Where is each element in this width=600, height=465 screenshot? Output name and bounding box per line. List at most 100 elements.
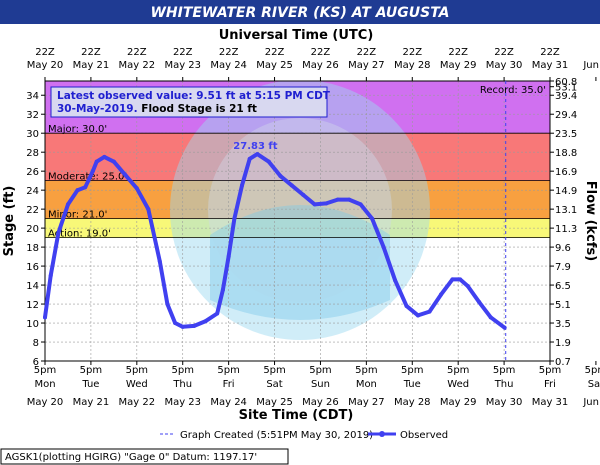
- flow-tick-label: 6.5: [555, 281, 571, 292]
- utc-tick-date: May 21: [73, 60, 110, 71]
- observed-point: [247, 156, 252, 161]
- site-tick-date: May 28: [394, 397, 431, 408]
- utc-tick-hour: 22Z: [265, 47, 285, 58]
- observed-point: [404, 303, 409, 308]
- site-tick-day: Thu: [494, 379, 514, 390]
- observed-point: [255, 152, 260, 157]
- observed-point: [94, 159, 99, 164]
- observed-point: [232, 216, 237, 221]
- flow-tick-label: 23.5: [555, 129, 577, 140]
- legend-observed-label: Observed: [400, 430, 448, 441]
- utc-tick-hour: 22Z: [81, 47, 101, 58]
- utc-tick-hour: 22Z: [402, 47, 422, 58]
- legend: Graph Created (5:51PM May 30, 2019) Obse…: [160, 430, 448, 441]
- observed-point: [192, 323, 197, 328]
- observed-point: [240, 183, 245, 188]
- stage-tick-label: 28: [26, 148, 39, 159]
- chart-title: WHITEWATER RIVER (KS) AT AUGUSTA: [150, 5, 449, 21]
- top-axis-title: Universal Time (UTC): [219, 28, 374, 43]
- utc-tick-hour: 22Z: [311, 47, 331, 58]
- observed-point: [111, 159, 116, 164]
- observed-point: [324, 201, 329, 206]
- observed-point: [488, 315, 493, 320]
- site-tick-time: 5pm: [585, 365, 600, 376]
- observed-point: [278, 173, 283, 178]
- site-tick-time: 5pm: [401, 365, 423, 376]
- site-tick-time: 5pm: [217, 365, 239, 376]
- site-tick-date: Jun 1: [582, 397, 600, 408]
- stage-tick-label: 26: [26, 167, 39, 178]
- site-tick-day: Wed: [447, 379, 469, 390]
- latest-date: 30-May-2019.: [57, 103, 138, 115]
- utc-tick-date: May 24: [210, 60, 247, 71]
- observed-point: [450, 277, 455, 282]
- site-tick-day: Fri: [223, 379, 235, 390]
- band-label: Major: 30.0': [48, 124, 107, 135]
- legend-observed-marker: [379, 431, 385, 437]
- observed-point: [427, 309, 432, 314]
- observed-point: [416, 313, 421, 318]
- flow-tick-label: 29.4: [555, 110, 577, 121]
- record-label: Record: 35.0': [480, 85, 546, 96]
- stage-tick-label: 14: [26, 281, 39, 292]
- utc-tick-date: May 20: [27, 60, 64, 71]
- footer-datum: AGSK1(plotting HGIRG) "Gage 0" Datum: 11…: [5, 452, 257, 463]
- site-tick-day: Fri: [544, 379, 556, 390]
- latest-value-text: Latest observed value: 9.51 ft at 5:15 P…: [57, 90, 331, 102]
- band-label: Minor: 21.0': [48, 210, 107, 221]
- site-tick-day: Tue: [403, 379, 421, 390]
- flow-tick-label: 0.7: [555, 357, 571, 368]
- site-tick-date: May 26: [302, 397, 339, 408]
- latest-observation-box: Latest observed value: 9.51 ft at 5:15 P…: [50, 86, 331, 118]
- utc-tick-date: May 23: [164, 60, 201, 71]
- utc-tick-date: May 25: [256, 60, 293, 71]
- site-tick-day: Sat: [266, 379, 282, 390]
- utc-tick-hour: 22Z: [494, 47, 514, 58]
- stage-tick-label: 32: [26, 110, 39, 121]
- site-tick-date: May 27: [348, 397, 385, 408]
- observed-point: [83, 185, 88, 190]
- site-tick-day: Mon: [34, 379, 55, 390]
- observed-point: [438, 292, 443, 297]
- flow-tick-label: 5.1: [555, 300, 571, 311]
- utc-tick-date: May 31: [532, 60, 569, 71]
- observed-point: [157, 259, 162, 264]
- site-tick-date: May 31: [532, 397, 569, 408]
- stage-tick-label: 8: [33, 338, 39, 349]
- observed-point: [48, 273, 53, 278]
- noaa-watermark: [170, 81, 430, 340]
- observed-point: [458, 277, 463, 282]
- utc-tick-hour: 22Z: [357, 47, 377, 58]
- observed-point: [75, 188, 80, 193]
- site-tick-day: Sat: [588, 379, 600, 390]
- site-tick-date: May 30: [486, 397, 523, 408]
- observed-point: [146, 207, 151, 212]
- flow-tick-label: 7.9: [555, 262, 571, 273]
- footer-box: [0, 448, 289, 465]
- observed-point: [301, 192, 306, 197]
- stage-tick-label: 16: [26, 262, 39, 273]
- y-axis-title: Stage (ft): [2, 186, 17, 257]
- flow-tick-label: 11.3: [555, 224, 577, 235]
- observed-point: [173, 321, 178, 326]
- stage-tick-label: 20: [26, 224, 39, 235]
- utc-tick-date: May 29: [440, 60, 477, 71]
- utc-tick-hour: 22Z: [448, 47, 468, 58]
- observed-point: [289, 183, 294, 188]
- observed-point: [465, 284, 470, 289]
- y2-axis-title: Flow (kcfs): [583, 181, 598, 261]
- legend-created-label: Graph Created (5:51PM May 30, 2019): [180, 430, 373, 441]
- site-tick-date: May 22: [119, 397, 156, 408]
- site-tick-time: 5pm: [493, 365, 515, 376]
- observed-point: [381, 245, 386, 250]
- flow-axis: 0.7 1.9 3.5 5.1 6.5 7.9 9.6 11.3 13.1 14.9 16.9 18.…: [550, 77, 577, 368]
- observed-point: [393, 278, 398, 283]
- observed-point: [220, 287, 225, 292]
- stage-tick-label: 10: [26, 319, 39, 330]
- band-label: Moderate: 25.0': [48, 172, 127, 183]
- flood-stage-note: Flood Stage is 21 ft: [138, 103, 257, 115]
- stage-tick-label: 34: [26, 91, 39, 102]
- site-tick-time: 5pm: [539, 365, 561, 376]
- utc-tick-date: Jun 1: [582, 60, 600, 71]
- flow-tick-label: 14.9: [555, 186, 577, 197]
